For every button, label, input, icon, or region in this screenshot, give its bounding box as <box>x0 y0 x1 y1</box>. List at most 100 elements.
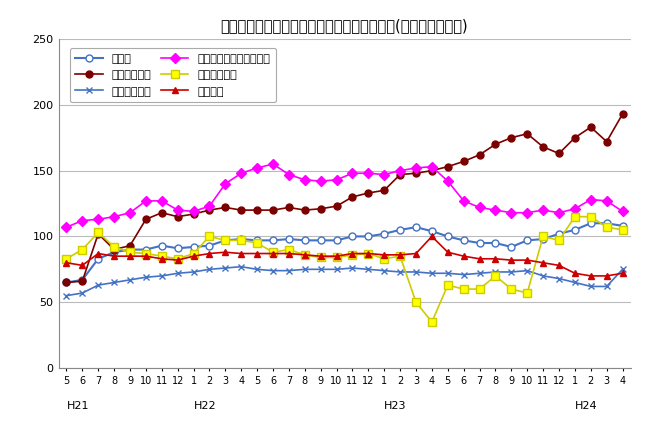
輸送機械工業 <box>587 214 595 219</box>
鉱工業 <box>190 244 198 249</box>
化学工業 <box>190 254 198 259</box>
電子部品・デバイス工業 <box>444 178 452 184</box>
鉱工業 <box>491 240 499 246</box>
化学工業 <box>571 271 578 276</box>
一般機械工業 <box>571 135 578 140</box>
鉱工業 <box>269 238 277 243</box>
化学工業 <box>301 252 309 258</box>
一般機械工業 <box>476 152 484 158</box>
鉱工業 <box>476 240 484 246</box>
化学工業 <box>555 263 563 268</box>
鉱工業 <box>237 236 245 242</box>
電子部品・デバイス工業 <box>619 209 627 214</box>
鉱工業 <box>158 243 166 248</box>
鉱工業 <box>460 238 467 243</box>
鉱工業 <box>619 223 627 229</box>
電子部品・デバイス工業 <box>540 207 547 213</box>
電気機械工業 <box>205 267 213 272</box>
一般機械工業 <box>396 172 404 177</box>
電気機械工業 <box>158 273 166 278</box>
輸送機械工業 <box>62 256 70 262</box>
電気機械工業 <box>540 273 547 278</box>
化学工業 <box>540 260 547 265</box>
電子部品・デバイス工業 <box>301 177 309 182</box>
電子部品・デバイス工業 <box>317 178 324 184</box>
鉱工業 <box>111 249 118 255</box>
化学工業 <box>158 256 166 262</box>
一般機械工業 <box>317 206 324 211</box>
鉱工業 <box>79 277 86 282</box>
鉱工業 <box>94 256 102 262</box>
輸送機械工業 <box>476 287 484 292</box>
鉱工業 <box>603 221 610 226</box>
一般機械工業 <box>460 159 467 164</box>
鉱工業 <box>317 238 324 243</box>
電気機械工業 <box>317 267 324 272</box>
鉱工業 <box>174 246 181 251</box>
電気機械工業 <box>508 269 515 275</box>
電気機械工業 <box>222 265 229 271</box>
電気機械工業 <box>190 269 198 275</box>
化学工業 <box>365 251 372 256</box>
Line: 一般機械工業: 一般機械工業 <box>63 110 626 286</box>
電気機械工業 <box>380 268 388 273</box>
輸送機械工業 <box>301 252 309 258</box>
化学工業 <box>111 254 118 259</box>
一般機械工業 <box>174 214 181 219</box>
一般機械工業 <box>111 247 118 252</box>
電子部品・デバイス工業 <box>587 197 595 202</box>
一般機械工業 <box>508 135 515 140</box>
化学工業 <box>62 260 70 265</box>
電子部品・デバイス工業 <box>412 165 420 171</box>
Line: 鉱工業: 鉱工業 <box>63 220 626 286</box>
Legend: 鉱工業, 一般機械工業, 電気機械工業, 電子部品・デバイス工業, 輸送機械工業, 化学工業: 鉱工業, 一般機械工業, 電気機械工業, 電子部品・デバイス工業, 輸送機械工業… <box>70 48 276 102</box>
電子部品・デバイス工業 <box>428 164 436 169</box>
鉱工業 <box>126 247 134 252</box>
電子部品・デバイス工業 <box>460 198 467 204</box>
輸送機械工業 <box>444 282 452 288</box>
輸送機械工業 <box>555 238 563 243</box>
電気機械工業 <box>301 267 309 272</box>
鉱工業 <box>301 238 309 243</box>
化学工業 <box>79 263 86 268</box>
化学工業 <box>269 251 277 256</box>
電子部品・デバイス工業 <box>174 207 181 213</box>
一般機械工業 <box>412 171 420 176</box>
鉱工業 <box>142 247 150 252</box>
鉱工業 <box>523 238 531 243</box>
電子部品・デバイス工業 <box>603 198 610 204</box>
化学工業 <box>523 258 531 263</box>
鉱工業 <box>412 225 420 230</box>
化学工業 <box>94 251 102 256</box>
一般機械工業 <box>380 188 388 193</box>
Line: 電子部品・デバイス工業: 電子部品・デバイス工業 <box>63 161 626 231</box>
電気機械工業 <box>94 282 102 288</box>
電子部品・デバイス工業 <box>333 177 341 182</box>
電気機械工業 <box>365 267 372 272</box>
化学工業 <box>222 249 229 255</box>
化学工業 <box>317 254 324 259</box>
電子部品・デバイス工業 <box>508 210 515 215</box>
鉱工業 <box>205 243 213 248</box>
電気機械工業 <box>174 271 181 276</box>
電子部品・デバイス工業 <box>476 205 484 210</box>
化学工業 <box>174 258 181 263</box>
輸送機械工業 <box>508 287 515 292</box>
電気機械工業 <box>237 264 245 269</box>
化学工業 <box>142 254 150 259</box>
鉱工業 <box>380 231 388 236</box>
輸送機械工業 <box>254 240 261 246</box>
Text: H24: H24 <box>575 401 597 411</box>
電気機械工業 <box>269 268 277 273</box>
輸送機械工業 <box>571 214 578 219</box>
化学工業 <box>333 254 341 259</box>
化学工業 <box>603 273 610 278</box>
電気機械工業 <box>460 272 467 277</box>
一般機械工業 <box>94 231 102 236</box>
輸送機械工業 <box>222 238 229 243</box>
輸送機械工業 <box>365 251 372 256</box>
輸送機械工業 <box>412 300 420 305</box>
化学工業 <box>348 251 356 256</box>
一般機械工業 <box>603 139 610 144</box>
Text: H22: H22 <box>194 401 216 411</box>
